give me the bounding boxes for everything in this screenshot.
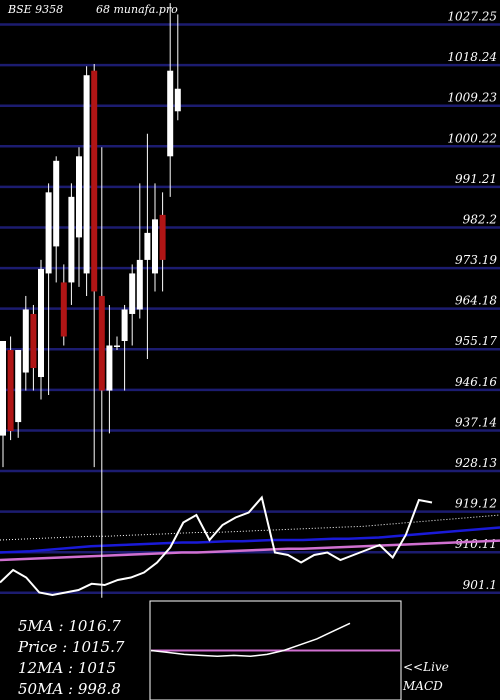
moving-average-stats: 5MA : 1016.7 Price : 1015.7 12MA : 1015 50M… xyxy=(17,617,125,698)
candle xyxy=(129,264,136,346)
price-tick-label: 1027.25 xyxy=(447,10,497,24)
price-tick-label: 991.21 xyxy=(455,172,497,186)
candle xyxy=(30,304,37,391)
macd-line xyxy=(150,622,351,658)
candle-body-bull xyxy=(68,196,75,283)
macd-lines xyxy=(150,622,400,658)
candle-body-bull xyxy=(76,156,82,238)
price-tick-label: 1000.22 xyxy=(447,131,497,145)
candle xyxy=(152,183,158,292)
candle-body-bear xyxy=(60,282,67,337)
candle-body-bear xyxy=(159,214,166,260)
candle xyxy=(0,340,6,468)
price-axis-labels: 1027.25 1018.24 1009.23 1000.22 991.21 982.2 9… xyxy=(447,10,497,592)
candle-body-bear xyxy=(30,313,37,369)
price-tick-label: 946.16 xyxy=(455,375,497,389)
candle xyxy=(136,183,143,319)
oscillator-pink-line xyxy=(0,539,500,562)
candle-body-bull xyxy=(144,232,151,260)
candle-body-bull xyxy=(83,75,90,274)
candle-body-bull xyxy=(22,309,29,373)
candle xyxy=(15,350,22,438)
price-tick-label: 955.17 xyxy=(455,334,497,348)
macd-label: MACD xyxy=(402,679,443,693)
candlesticks xyxy=(0,3,181,598)
candle xyxy=(38,259,44,400)
candle xyxy=(83,66,90,296)
candle-body-bear xyxy=(7,350,14,432)
price-tick-label: 1018.24 xyxy=(447,50,497,64)
price-tick-label: 928.13 xyxy=(455,456,497,470)
price-gridlines xyxy=(0,23,500,595)
candle xyxy=(114,336,120,350)
candle-body-bull xyxy=(53,160,60,247)
candle xyxy=(68,183,75,305)
price-tick-label: 964.18 xyxy=(455,294,497,308)
candle-body-bear xyxy=(98,295,105,391)
oscillator-white-line xyxy=(0,495,433,597)
candle xyxy=(45,183,52,396)
chart-site: 68 munafa.pro xyxy=(96,3,178,16)
chart-symbol: BSE 9358 xyxy=(7,3,63,16)
candle-body-bull xyxy=(136,259,143,310)
candle xyxy=(159,192,166,292)
candle-body-bull xyxy=(114,345,120,347)
candle xyxy=(22,295,29,391)
oscillator-dotted-line xyxy=(0,514,500,541)
candle xyxy=(60,264,67,346)
price-tick-label: 1009.23 xyxy=(447,91,497,105)
candle-body-bear xyxy=(91,70,98,292)
price-tick-label: 973.19 xyxy=(455,253,497,267)
candle-body-bull xyxy=(0,340,6,436)
stat-line: Price : 1015.7 xyxy=(17,638,125,656)
candle xyxy=(91,63,98,468)
candle xyxy=(53,156,60,283)
price-tick-label: 919.12 xyxy=(455,497,497,511)
price-tick-label: 982.2 xyxy=(463,212,497,226)
candle xyxy=(7,336,14,441)
stat-line: 5MA : 1016.7 xyxy=(18,617,121,635)
candle-body-bull xyxy=(174,88,181,112)
candle-body-bull xyxy=(152,219,158,274)
candle xyxy=(76,147,82,287)
price-tick-label: 937.14 xyxy=(455,415,497,429)
oscillator-blue-line xyxy=(0,526,500,554)
stat-line: 12MA : 1015 xyxy=(18,659,116,677)
candle-body-bull xyxy=(38,268,44,378)
stat-line: 50MA : 998.8 xyxy=(18,680,121,698)
candle xyxy=(106,304,113,434)
candle-body-bull xyxy=(129,273,136,314)
candle xyxy=(174,14,181,121)
candle xyxy=(167,3,174,197)
candle-body-bull xyxy=(106,345,113,391)
candle xyxy=(144,133,151,360)
candle-body-bull xyxy=(121,309,128,341)
oscillator-lines xyxy=(0,495,500,597)
macd-live-label: <<Live xyxy=(403,660,449,674)
candle-body-bull xyxy=(167,70,174,157)
candle-body-bull xyxy=(15,350,22,423)
price-tick-label: 910.11 xyxy=(455,537,497,551)
candle-body-bull xyxy=(45,192,52,274)
candle xyxy=(98,147,105,598)
candle xyxy=(121,304,128,391)
price-tick-label: 901.1 xyxy=(463,578,497,592)
